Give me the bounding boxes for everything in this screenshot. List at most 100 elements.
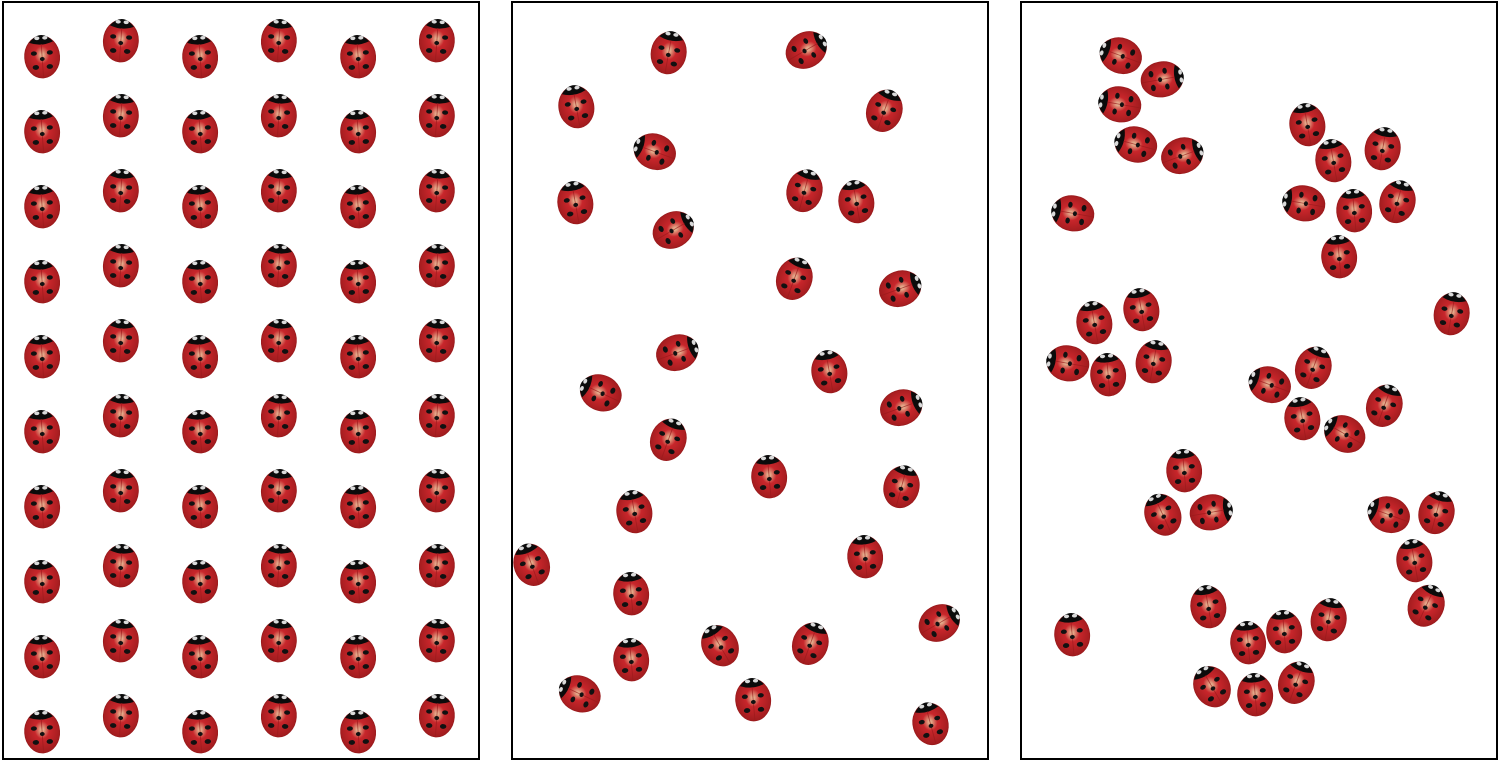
ladybug-icon [1161,137,1204,175]
ladybug-icon [260,319,297,363]
ladybug-icon [260,694,297,738]
ladybug-icon [418,94,455,138]
ladybug-icon [735,678,772,722]
ladybug-icon [1321,235,1358,279]
ladybug-icon [579,374,622,412]
ladybug-icon [418,19,455,63]
ladybug-icon [1051,195,1095,232]
ladybug-icon [340,560,377,604]
ladybug-icon [340,260,377,304]
ladybug-icon [1098,86,1142,123]
ladybug-icon [1054,613,1091,657]
ladybug-icon [260,394,297,438]
ladybug-icon [260,244,297,288]
ladybug-icon [513,543,551,586]
ladybug-icon [613,638,650,682]
ladybug-icon [340,485,377,529]
ladybug-icon [24,110,61,154]
ladybug-icon [613,572,650,616]
ladybug-icon [1090,353,1127,397]
ladybug-icon [1144,493,1182,536]
ladybug-icon [340,410,377,454]
ladybug-icon [1266,610,1303,654]
ladybug-icon [633,133,676,171]
uniform-ladybug-field [24,19,455,754]
ladybug-icon [340,35,377,79]
ladybug-icon [1248,366,1291,404]
ladybug-icon [883,465,920,509]
ladybug-icon [1367,496,1410,534]
ladybug-icon [102,694,139,738]
ladybug-icon [1230,621,1267,665]
ladybug-icon [791,622,829,665]
ladybug-icon [418,394,455,438]
ladybug-icon [1433,292,1470,336]
ladybug-icon [102,319,139,363]
ladybug-icon [1076,301,1113,345]
ladybug-icon [879,270,922,308]
ladybug-icon [1140,61,1184,98]
ladybug-icon [1166,449,1203,493]
ladybug-icon [24,335,61,379]
ladybug-icon [418,169,455,213]
ladybug-icon [182,410,219,454]
panel-uniform-dispersion [2,1,480,760]
ladybug-icon [847,535,884,579]
ladybug-icon [1099,37,1142,75]
ladybug-icon [1193,666,1231,708]
ladybug-icon [182,560,219,604]
ladybug-icon [340,185,377,229]
ladybug-icon [880,389,923,427]
ladybug-icon [838,180,875,224]
ladybug-icon [656,334,699,372]
ladybug-icon [775,257,813,300]
ladybug-icon [1289,103,1326,147]
ladybug-icon [260,169,297,213]
ladybug-icon [418,469,455,513]
ladybug-icon [182,635,219,679]
ladybug-icon [418,244,455,288]
ladybug-icon [182,335,219,379]
ladybug-icon [418,619,455,663]
ladybug-icon [182,485,219,529]
random-ladybug-field [513,31,960,746]
ladybug-icon [182,260,219,304]
ladybug-icon [102,394,139,438]
ladybug-icon [24,185,61,229]
ladybug-icon [558,675,601,713]
ladybug-icon [865,89,903,132]
ladybug-icon [1315,139,1352,183]
ladybug-icon [1365,384,1403,427]
ladybug-icon [182,110,219,154]
ladybug-icon [260,619,297,663]
ladybug-icon [785,31,827,69]
ladybug-icon [1284,397,1321,441]
ladybug-icon [1189,494,1233,531]
ladybug-icon [616,490,653,534]
ladybug-icon [102,169,139,213]
ladybug-icon [1294,346,1332,389]
ladybug-icon [1407,584,1445,627]
ladybug-icon [102,544,139,588]
ladybug-icon [751,455,788,499]
ladybug-icon [1282,185,1326,222]
ladybug-icon [650,31,687,75]
panel-random-dispersion [511,1,989,760]
ladybug-icon [24,485,61,529]
ladybug-icon [418,694,455,738]
ladybug-icon [418,319,455,363]
ladybug-icon [1379,180,1416,224]
ladybug-icon [918,604,960,642]
ladybug-icon [340,710,377,754]
ladybug-icon [1190,585,1227,629]
ladybug-icon [1336,189,1373,233]
ladybug-icon [102,469,139,513]
ladybug-icon [102,244,139,288]
ladybug-icon [24,560,61,604]
ladybug-icon [260,544,297,588]
ladybug-icon [1310,598,1347,642]
ladybug-icon [1277,661,1315,704]
ladybug-icon [340,635,377,679]
ladybug-icon [260,19,297,63]
ladybug-icon [182,185,219,229]
